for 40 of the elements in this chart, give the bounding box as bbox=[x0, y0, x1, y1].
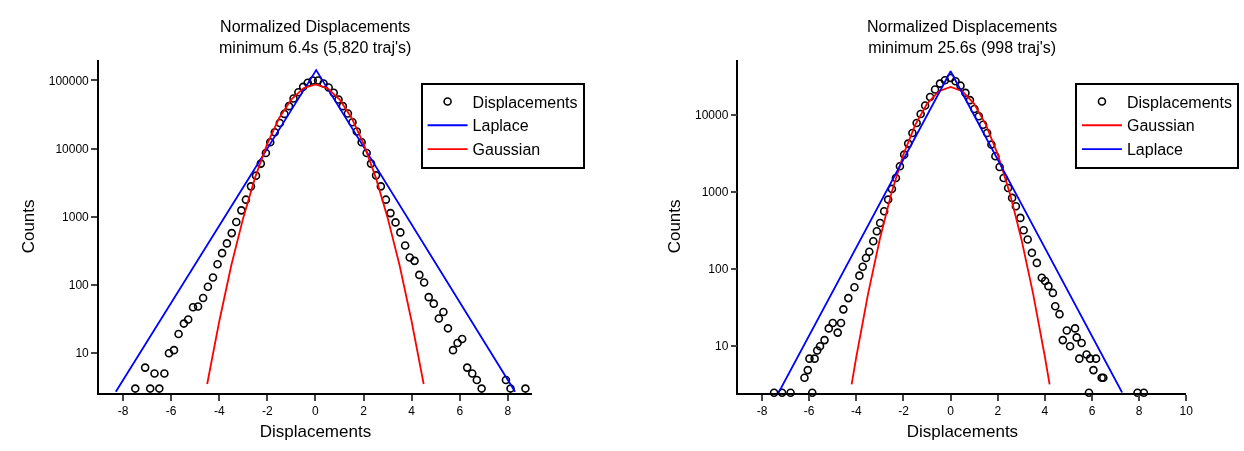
x-tick-label: -8 bbox=[756, 403, 768, 418]
legend-label: Displacements bbox=[472, 93, 578, 111]
legend-label: Laplace bbox=[1126, 141, 1184, 159]
x-tick-label: 4 bbox=[408, 403, 416, 418]
x-tick-label: 6 bbox=[1088, 403, 1096, 418]
y-tick-label: 100 bbox=[68, 278, 90, 293]
y-tick-label: 100 bbox=[708, 262, 729, 277]
x-tick-label: 6 bbox=[456, 403, 464, 418]
x-tick-label: -6 bbox=[165, 403, 177, 418]
y-tick-label: 10000 bbox=[55, 141, 90, 156]
x-tick-label: 4 bbox=[1041, 403, 1049, 418]
x-tick-label: 10 bbox=[1179, 403, 1194, 418]
x-tick-label: -6 bbox=[803, 403, 815, 418]
chart-title: Normalized Displacements minimum 25.6s (998 traj's) bbox=[867, 18, 1058, 56]
x-tick-label: -8 bbox=[117, 403, 129, 418]
y-tick-label: 100000 bbox=[48, 73, 90, 88]
x-tick-label: -4 bbox=[850, 403, 862, 418]
x-tick-label: -4 bbox=[213, 403, 225, 418]
y-axis-title: Counts bbox=[18, 199, 38, 254]
y-tick-label: 10000 bbox=[694, 107, 729, 122]
x-tick-label: -2 bbox=[261, 403, 273, 418]
x-axis-title: Displacements bbox=[906, 421, 1019, 441]
legend-label: Laplace bbox=[472, 117, 529, 135]
legend-label: Displacements bbox=[1126, 93, 1232, 111]
y-axis-title: Counts bbox=[665, 199, 685, 254]
x-tick-label: 2 bbox=[360, 403, 368, 418]
x-tick-label: 0 bbox=[947, 403, 955, 418]
x-axis-title: Displacements bbox=[259, 421, 372, 441]
y-tick-label: 10 bbox=[714, 339, 729, 354]
x-tick-label: 8 bbox=[504, 403, 512, 418]
x-tick-label: 0 bbox=[312, 403, 320, 418]
y-tick-label: 10 bbox=[75, 346, 90, 361]
y-tick-label: 1000 bbox=[62, 209, 90, 224]
y-tick-label: 1000 bbox=[701, 185, 729, 199]
chart-title: Normalized Displacements minimum 6.4s (5,820 traj's) bbox=[219, 18, 412, 56]
legend-label: Gaussian bbox=[1126, 117, 1195, 135]
x-tick-label: 8 bbox=[1135, 403, 1143, 418]
legend-label: Gaussian bbox=[472, 141, 541, 159]
x-tick-label: 2 bbox=[994, 403, 1002, 418]
x-tick-label: -2 bbox=[898, 403, 910, 418]
